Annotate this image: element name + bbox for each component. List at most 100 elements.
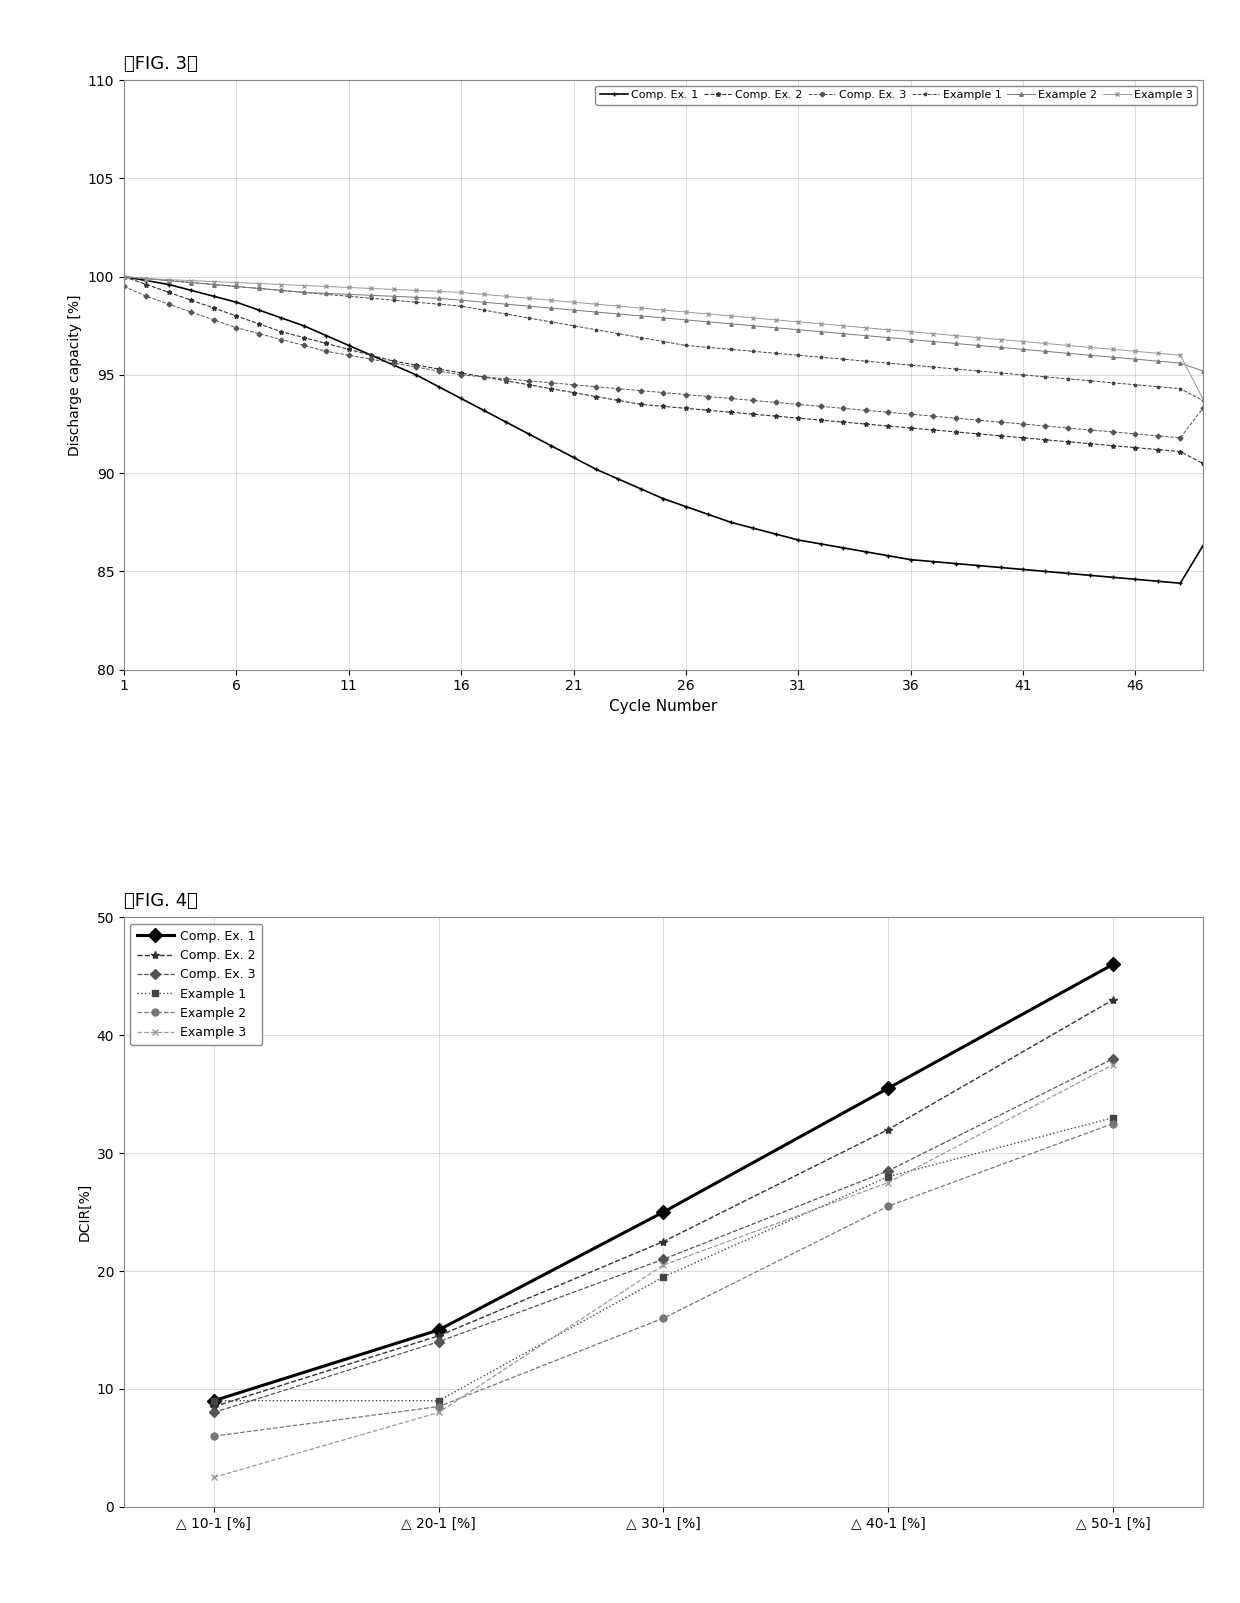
Example 3 <box>161 269 176 289</box>
Example 2 <box>1105 348 1120 367</box>
Comp. Ex. 1 <box>925 551 940 571</box>
Example 3 <box>880 321 895 340</box>
Comp. Ex. 3 <box>656 1250 671 1270</box>
Comp. Ex. 3 <box>184 303 198 322</box>
Comp. Ex. 2 <box>1083 434 1097 454</box>
Comp. Ex. 1 <box>498 412 513 431</box>
Line: Example 2: Example 2 <box>123 276 1204 373</box>
Comp. Ex. 1 <box>1060 564 1075 583</box>
Example 1 <box>925 357 940 377</box>
Comp. Ex. 1 <box>903 550 918 569</box>
Example 1 <box>521 308 536 327</box>
Comp. Ex. 2 <box>1038 430 1053 449</box>
Comp. Ex. 3 <box>1083 420 1097 439</box>
Comp. Ex. 2 <box>656 396 671 415</box>
Comp. Ex. 2 <box>1173 442 1188 462</box>
Example 1 <box>880 1167 895 1186</box>
Example 2 <box>521 297 536 316</box>
Example 1 <box>274 281 289 300</box>
Example 2 <box>296 282 311 301</box>
Example 2 <box>1105 1114 1120 1133</box>
Comp. Ex. 1 <box>723 513 738 532</box>
Example 1 <box>949 359 963 378</box>
Example 3 <box>206 273 221 292</box>
Comp. Ex. 3 <box>880 1161 895 1180</box>
Comp. Ex. 1 <box>1083 566 1097 585</box>
Comp. Ex. 2 <box>949 422 963 441</box>
Example 2 <box>252 279 267 298</box>
Example 3 <box>139 269 154 289</box>
Example 2 <box>791 321 806 340</box>
Example 1 <box>432 1391 446 1411</box>
Example 1 <box>993 364 1008 383</box>
Example 2 <box>1060 343 1075 362</box>
Example 3 <box>949 325 963 345</box>
Example 2 <box>139 269 154 289</box>
Example 1 <box>543 313 558 332</box>
Comp. Ex. 2 <box>476 367 491 386</box>
Example 3 <box>117 268 131 287</box>
Comp. Ex. 1 <box>611 470 626 489</box>
Example 2 <box>611 305 626 324</box>
Example 2 <box>409 287 424 306</box>
Comp. Ex. 1 <box>656 489 671 508</box>
Example 3 <box>386 281 401 300</box>
Comp. Ex. 3 <box>745 391 760 410</box>
Comp. Ex. 2 <box>117 268 131 287</box>
Example 1 <box>903 356 918 375</box>
Example 3 <box>274 274 289 293</box>
Example 2 <box>903 330 918 349</box>
Comp. Ex. 3 <box>543 373 558 393</box>
Text: 』FIG. 3』: 』FIG. 3』 <box>124 55 198 74</box>
Comp. Ex. 1 <box>432 1321 446 1340</box>
Comp. Ex. 3 <box>409 357 424 377</box>
Example 2 <box>476 293 491 313</box>
Comp. Ex. 3 <box>701 386 715 406</box>
Comp. Ex. 2 <box>409 356 424 375</box>
Example 3 <box>296 276 311 295</box>
Example 2 <box>858 325 873 345</box>
Example 2 <box>656 1308 671 1327</box>
Example 1 <box>813 348 828 367</box>
Comp. Ex. 3 <box>117 277 131 297</box>
Example 1 <box>252 279 267 298</box>
Comp. Ex. 3 <box>611 378 626 398</box>
Comp. Ex. 3 <box>925 407 940 426</box>
Example 1 <box>409 293 424 313</box>
Comp. Ex. 2 <box>1195 454 1210 473</box>
Example 1 <box>363 289 378 308</box>
Comp. Ex. 1 <box>409 365 424 385</box>
Comp. Ex. 2 <box>1128 438 1143 457</box>
Comp. Ex. 3 <box>791 394 806 414</box>
Comp. Ex. 1 <box>836 539 851 558</box>
Example 1 <box>1195 391 1210 410</box>
Example 1 <box>634 329 649 348</box>
Example 3 <box>341 277 356 297</box>
Example 3 <box>454 282 469 301</box>
Comp. Ex. 2 <box>1060 433 1075 452</box>
Example 1 <box>678 335 693 354</box>
Comp. Ex. 1 <box>1038 561 1053 580</box>
Example 1 <box>656 1268 671 1287</box>
Comp. Ex. 3 <box>769 393 784 412</box>
Example 1 <box>880 354 895 373</box>
Example 2 <box>565 300 580 319</box>
Comp. Ex. 2 <box>656 1233 671 1252</box>
Comp. Ex. 3 <box>880 402 895 422</box>
Example 3 <box>432 282 446 301</box>
Example 1 <box>341 287 356 306</box>
Comp. Ex. 2 <box>296 329 311 348</box>
Example 3 <box>319 277 334 297</box>
Comp. Ex. 1 <box>701 505 715 524</box>
Example 2 <box>1038 341 1053 361</box>
Comp. Ex. 1 <box>1105 955 1120 975</box>
Comp. Ex. 2 <box>229 306 244 325</box>
Comp. Ex. 3 <box>1016 415 1030 434</box>
Comp. Ex. 2 <box>319 333 334 353</box>
Example 1 <box>319 285 334 305</box>
Comp. Ex. 1 <box>1128 569 1143 588</box>
Comp. Ex. 2 <box>386 351 401 370</box>
Example 2 <box>432 289 446 308</box>
X-axis label: Cycle Number: Cycle Number <box>609 699 718 713</box>
Example 1 <box>1173 378 1188 398</box>
